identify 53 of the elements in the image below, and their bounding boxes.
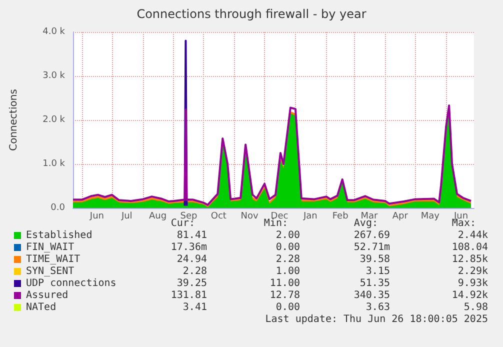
x-tick-label: Jul bbox=[120, 212, 132, 222]
x-tick-label: Oct bbox=[210, 212, 227, 222]
x-tick-label: May bbox=[420, 212, 440, 222]
text: 2.00 bbox=[276, 230, 300, 242]
text: 2.28 bbox=[182, 266, 207, 278]
text: 52.71m bbox=[354, 242, 390, 254]
text: 24.94 bbox=[176, 254, 207, 266]
legend-label: UDP connections bbox=[26, 278, 116, 290]
y-axis-title: Connections bbox=[8, 89, 20, 151]
text: 17.36m bbox=[170, 242, 207, 254]
y-tick-label: 2.0 k bbox=[42, 115, 66, 125]
text: Last update: Thu Jun 26 18:00:05 2025 bbox=[265, 314, 488, 326]
chart-title: Connections through firewall - by year bbox=[136, 7, 366, 21]
y-tick-label: 1.0 k bbox=[42, 159, 66, 169]
legend-label: Established bbox=[26, 230, 92, 242]
x-tick-label: Jun bbox=[88, 212, 104, 222]
text: 0.00 bbox=[276, 302, 300, 314]
text: 11.00 bbox=[270, 278, 300, 290]
text: 9.93k bbox=[458, 278, 488, 290]
legend-label: Assured bbox=[26, 290, 68, 302]
text: 3.63 bbox=[366, 302, 390, 314]
text: Min: bbox=[264, 218, 288, 230]
x-tick-label: Feb bbox=[332, 212, 349, 222]
x-tick-label: Jan bbox=[302, 212, 318, 222]
text: 2.29k bbox=[458, 266, 488, 278]
text: 108.04 bbox=[452, 242, 488, 254]
y-tick-label: 0.0 bbox=[50, 203, 66, 213]
text: 3.15 bbox=[366, 266, 390, 278]
text: 131.81 bbox=[170, 290, 207, 302]
text: 1.00 bbox=[276, 266, 300, 278]
text: 340.35 bbox=[354, 290, 390, 302]
text: 12.78 bbox=[270, 290, 300, 302]
text: 14.92k bbox=[452, 290, 488, 302]
legend-label: TIME_WAIT bbox=[26, 254, 80, 266]
x-tick-label: Apr bbox=[392, 212, 408, 222]
text: 267.69 bbox=[354, 230, 390, 242]
x-tick-label: Nov bbox=[240, 212, 260, 222]
text: 81.41 bbox=[176, 230, 207, 242]
text: 2.44k bbox=[458, 230, 488, 242]
y-tick-label: 4.0 k bbox=[42, 27, 66, 37]
legend-label: NATed bbox=[26, 302, 56, 314]
text: 12.85k bbox=[452, 254, 488, 266]
legend-label: SYN_SENT bbox=[26, 266, 74, 278]
text: 39.25 bbox=[176, 278, 207, 290]
text: 51.35 bbox=[360, 278, 390, 290]
x-tick-label: Aug bbox=[149, 212, 167, 222]
text: 39.58 bbox=[360, 254, 390, 266]
text: 5.98 bbox=[464, 302, 488, 314]
text: 2.28 bbox=[276, 254, 300, 266]
y-tick-label: 3.0 k bbox=[42, 71, 66, 81]
text: 0.00 bbox=[276, 242, 300, 254]
text: 3.41 bbox=[182, 302, 207, 314]
legend-label: FIN_WAIT bbox=[26, 242, 74, 254]
